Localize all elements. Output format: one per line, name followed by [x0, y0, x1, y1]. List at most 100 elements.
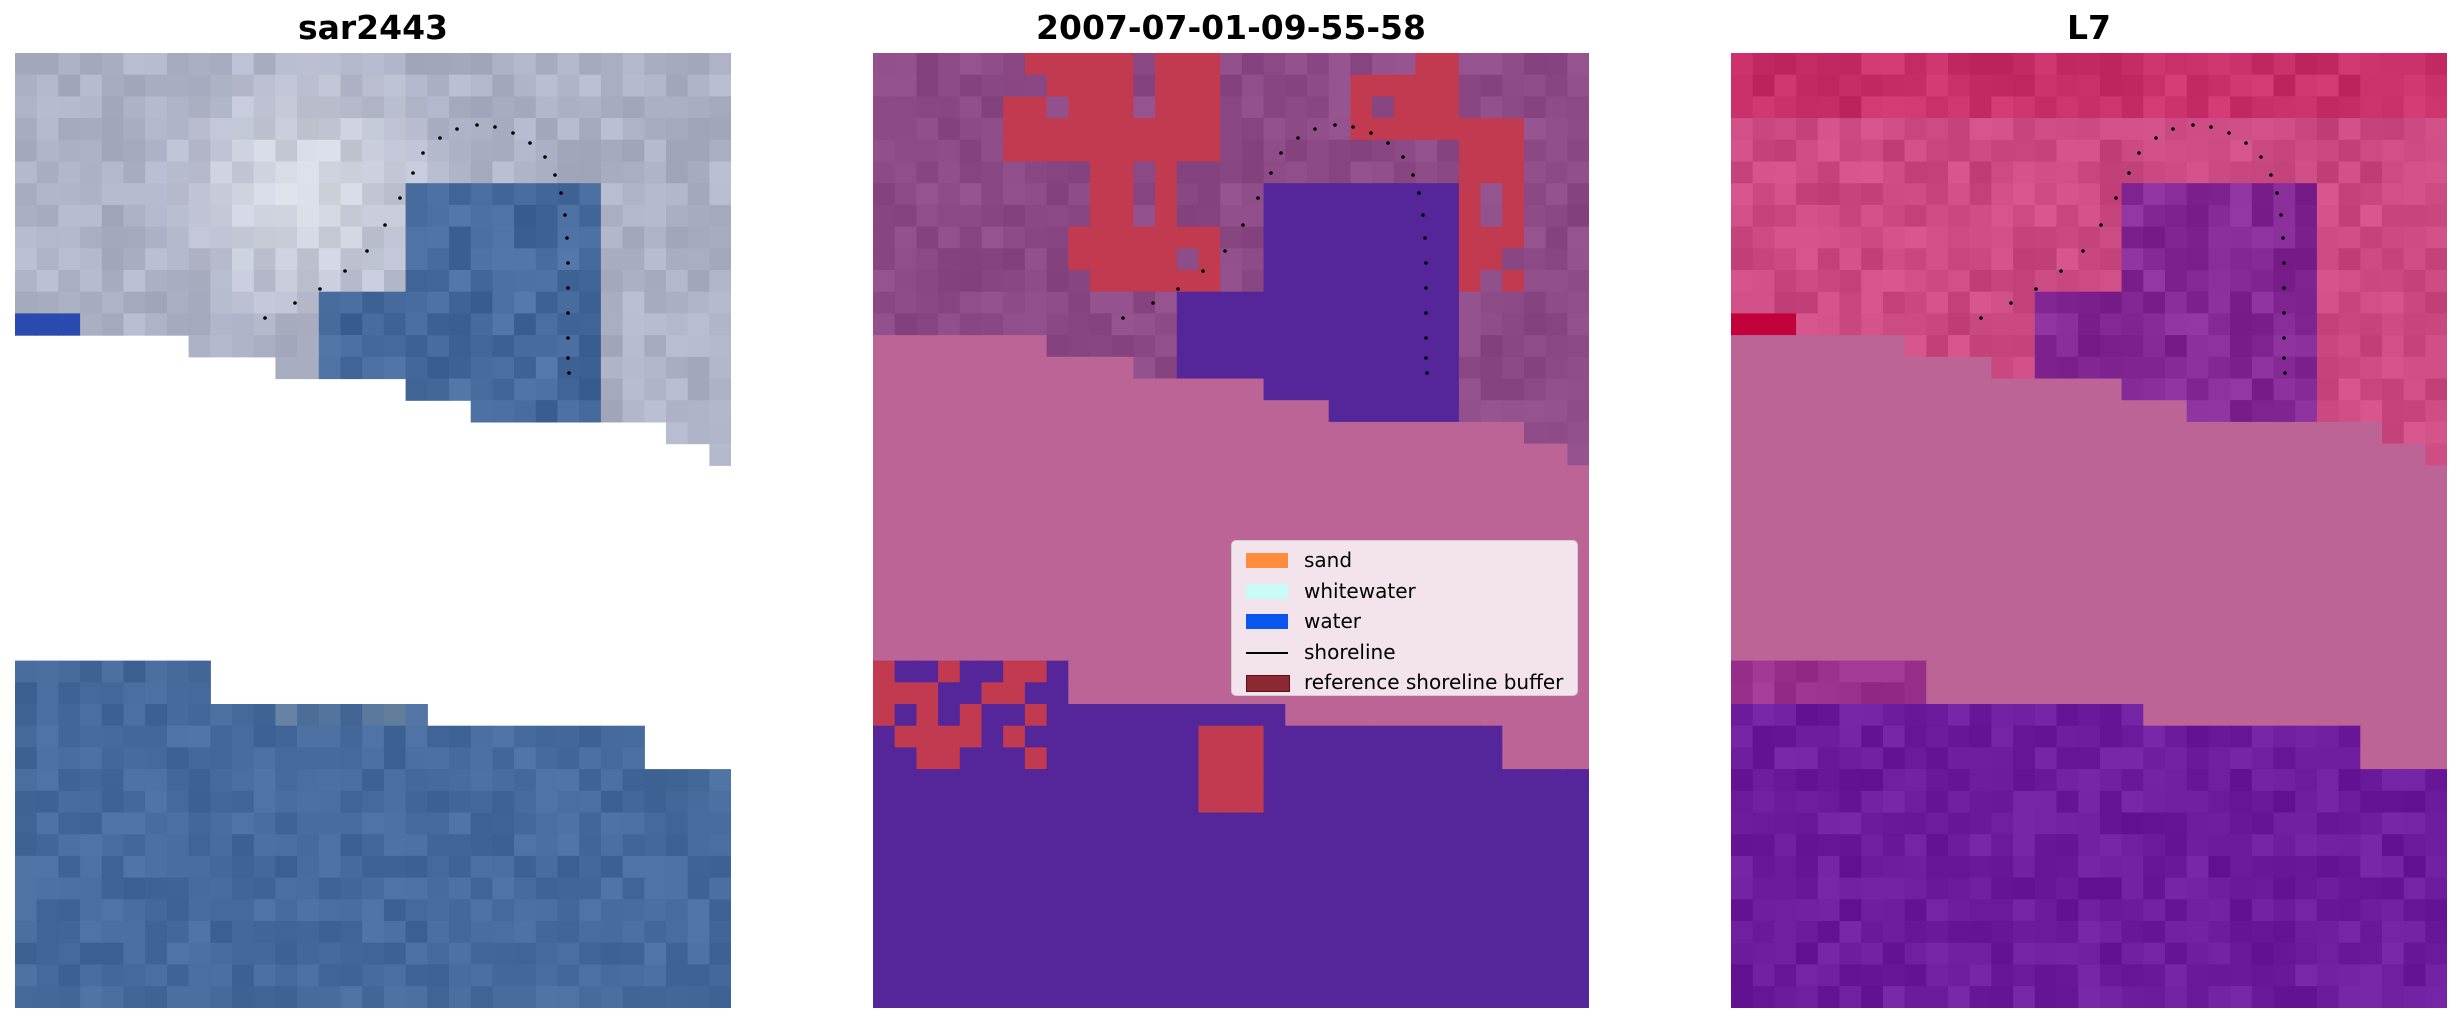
- pixel-cell: [2121, 552, 2144, 575]
- pixel-cell: [981, 443, 1004, 466]
- pixel-cell: [2121, 747, 2144, 770]
- pixel-cell: [1068, 291, 1091, 314]
- pixel-cell: [2360, 487, 2383, 510]
- pixel-cell: [1133, 725, 1156, 748]
- pixel-cell: [1991, 552, 2014, 575]
- pixel-cell: [1480, 183, 1503, 206]
- pixel-cell: [297, 183, 320, 206]
- pixel-cell: [981, 118, 1004, 141]
- pixel-cell: [2273, 638, 2296, 662]
- pixel-cell: [959, 638, 983, 662]
- pixel-cell: [1415, 313, 1438, 336]
- pixel-cell: [2338, 638, 2361, 662]
- pixel-cell: [297, 747, 320, 770]
- pixel-cell: [2099, 226, 2123, 249]
- pixel-cell: [1796, 487, 1819, 510]
- pixel-cell: [579, 769, 602, 792]
- pixel-cell: [2208, 530, 2231, 553]
- pixel-cell: [318, 74, 342, 97]
- pixel-cell: [1393, 161, 1417, 184]
- pixel-cell: [427, 855, 450, 879]
- legend-label: shoreline: [1304, 639, 1396, 664]
- pixel-cell: [2208, 747, 2231, 770]
- pixel-cell: [2056, 270, 2079, 293]
- pixel-cell: [2186, 270, 2209, 293]
- pixel-cell: [2230, 356, 2253, 380]
- pixel-cell: [253, 270, 276, 293]
- pixel-cell: [2099, 964, 2123, 987]
- pixel-cell: [1839, 74, 1862, 97]
- pixel-cell: [405, 725, 428, 748]
- pixel-cell: [362, 899, 385, 922]
- pixel-cell: [1796, 161, 1819, 184]
- pixel-cell: [470, 118, 493, 141]
- pixel-cell: [1752, 855, 1775, 879]
- shoreline-point: [263, 316, 267, 320]
- pixel-cell: [2382, 291, 2405, 314]
- pixel-cell: [1024, 530, 1048, 553]
- pixel-cell: [2403, 530, 2426, 553]
- pixel-cell: [1111, 682, 1134, 705]
- pixel-cell: [916, 248, 939, 271]
- shoreline-point: [2282, 356, 2286, 360]
- pixel-cell: [622, 118, 645, 141]
- pixel-cell: [1839, 921, 1862, 944]
- pixel-cell: [1969, 74, 1992, 97]
- pixel-cell: [2143, 313, 2166, 336]
- pixel-cell: [1350, 53, 1373, 76]
- pixel-cell: [2208, 96, 2231, 119]
- pixel-cell: [2230, 704, 2253, 727]
- shoreline-point: [543, 155, 547, 159]
- shoreline-point: [1269, 171, 1273, 175]
- pixel-cell: [1024, 118, 1048, 141]
- pixel-cell: [894, 74, 917, 97]
- pixel-cell: [275, 139, 298, 163]
- pixel-cell: [2143, 877, 2166, 900]
- pixel-cell: [2078, 638, 2101, 662]
- pixel-cell: [2338, 552, 2361, 575]
- pixel-cell: [210, 335, 233, 358]
- pixel-cell: [2078, 834, 2101, 857]
- pixel-cell: [1068, 682, 1091, 705]
- pixel-cell: [1752, 834, 1775, 857]
- pixel-cell: [894, 812, 917, 835]
- pixel-cell: [1133, 248, 1156, 271]
- pixel-cell: [383, 921, 407, 944]
- pixel-cell: [1904, 855, 1927, 879]
- pixel-cell: [1817, 465, 1841, 488]
- pixel-cell: [2295, 183, 2318, 206]
- pixel-cell: [297, 986, 320, 1008]
- pixel-cell: [1285, 855, 1308, 879]
- pixel-cell: [2273, 660, 2296, 683]
- pixel-cell: [1220, 465, 1243, 488]
- shoreline-point: [1333, 123, 1337, 127]
- pixel-cell: [470, 747, 493, 770]
- shoreline-point: [2282, 286, 2286, 290]
- pixel-cell: [2056, 704, 2079, 727]
- pixel-cell: [15, 270, 38, 293]
- pixel-cell: [1068, 378, 1091, 401]
- pixel-cell: [492, 204, 515, 228]
- pixel-cell: [2251, 877, 2275, 900]
- pixel-cell: [600, 53, 624, 76]
- pixel-cell: [600, 747, 624, 770]
- pixel-cell: [1046, 834, 1069, 857]
- pixel-cell: [1285, 335, 1308, 358]
- pixel-cell: [1263, 877, 1286, 900]
- pixel-cell: [2208, 790, 2231, 814]
- pixel-cell: [644, 834, 667, 857]
- pixel-cell: [1133, 855, 1156, 879]
- pixel-cell: [2056, 725, 2079, 748]
- pixel-cell: [449, 942, 472, 965]
- pixel-cell: [1307, 161, 1330, 184]
- pixel-cell: [1393, 921, 1417, 944]
- pixel-cell: [2360, 573, 2383, 597]
- pixel-cell: [2425, 96, 2447, 119]
- pixel-cell: [1524, 400, 1547, 423]
- shoreline-point: [2227, 131, 2231, 135]
- pixel-cell: [1904, 74, 1927, 97]
- pixel-cell: [2273, 204, 2296, 228]
- pixel-cell: [873, 204, 896, 228]
- pixel-cell: [1524, 487, 1547, 510]
- pixel-cell: [2316, 812, 2340, 835]
